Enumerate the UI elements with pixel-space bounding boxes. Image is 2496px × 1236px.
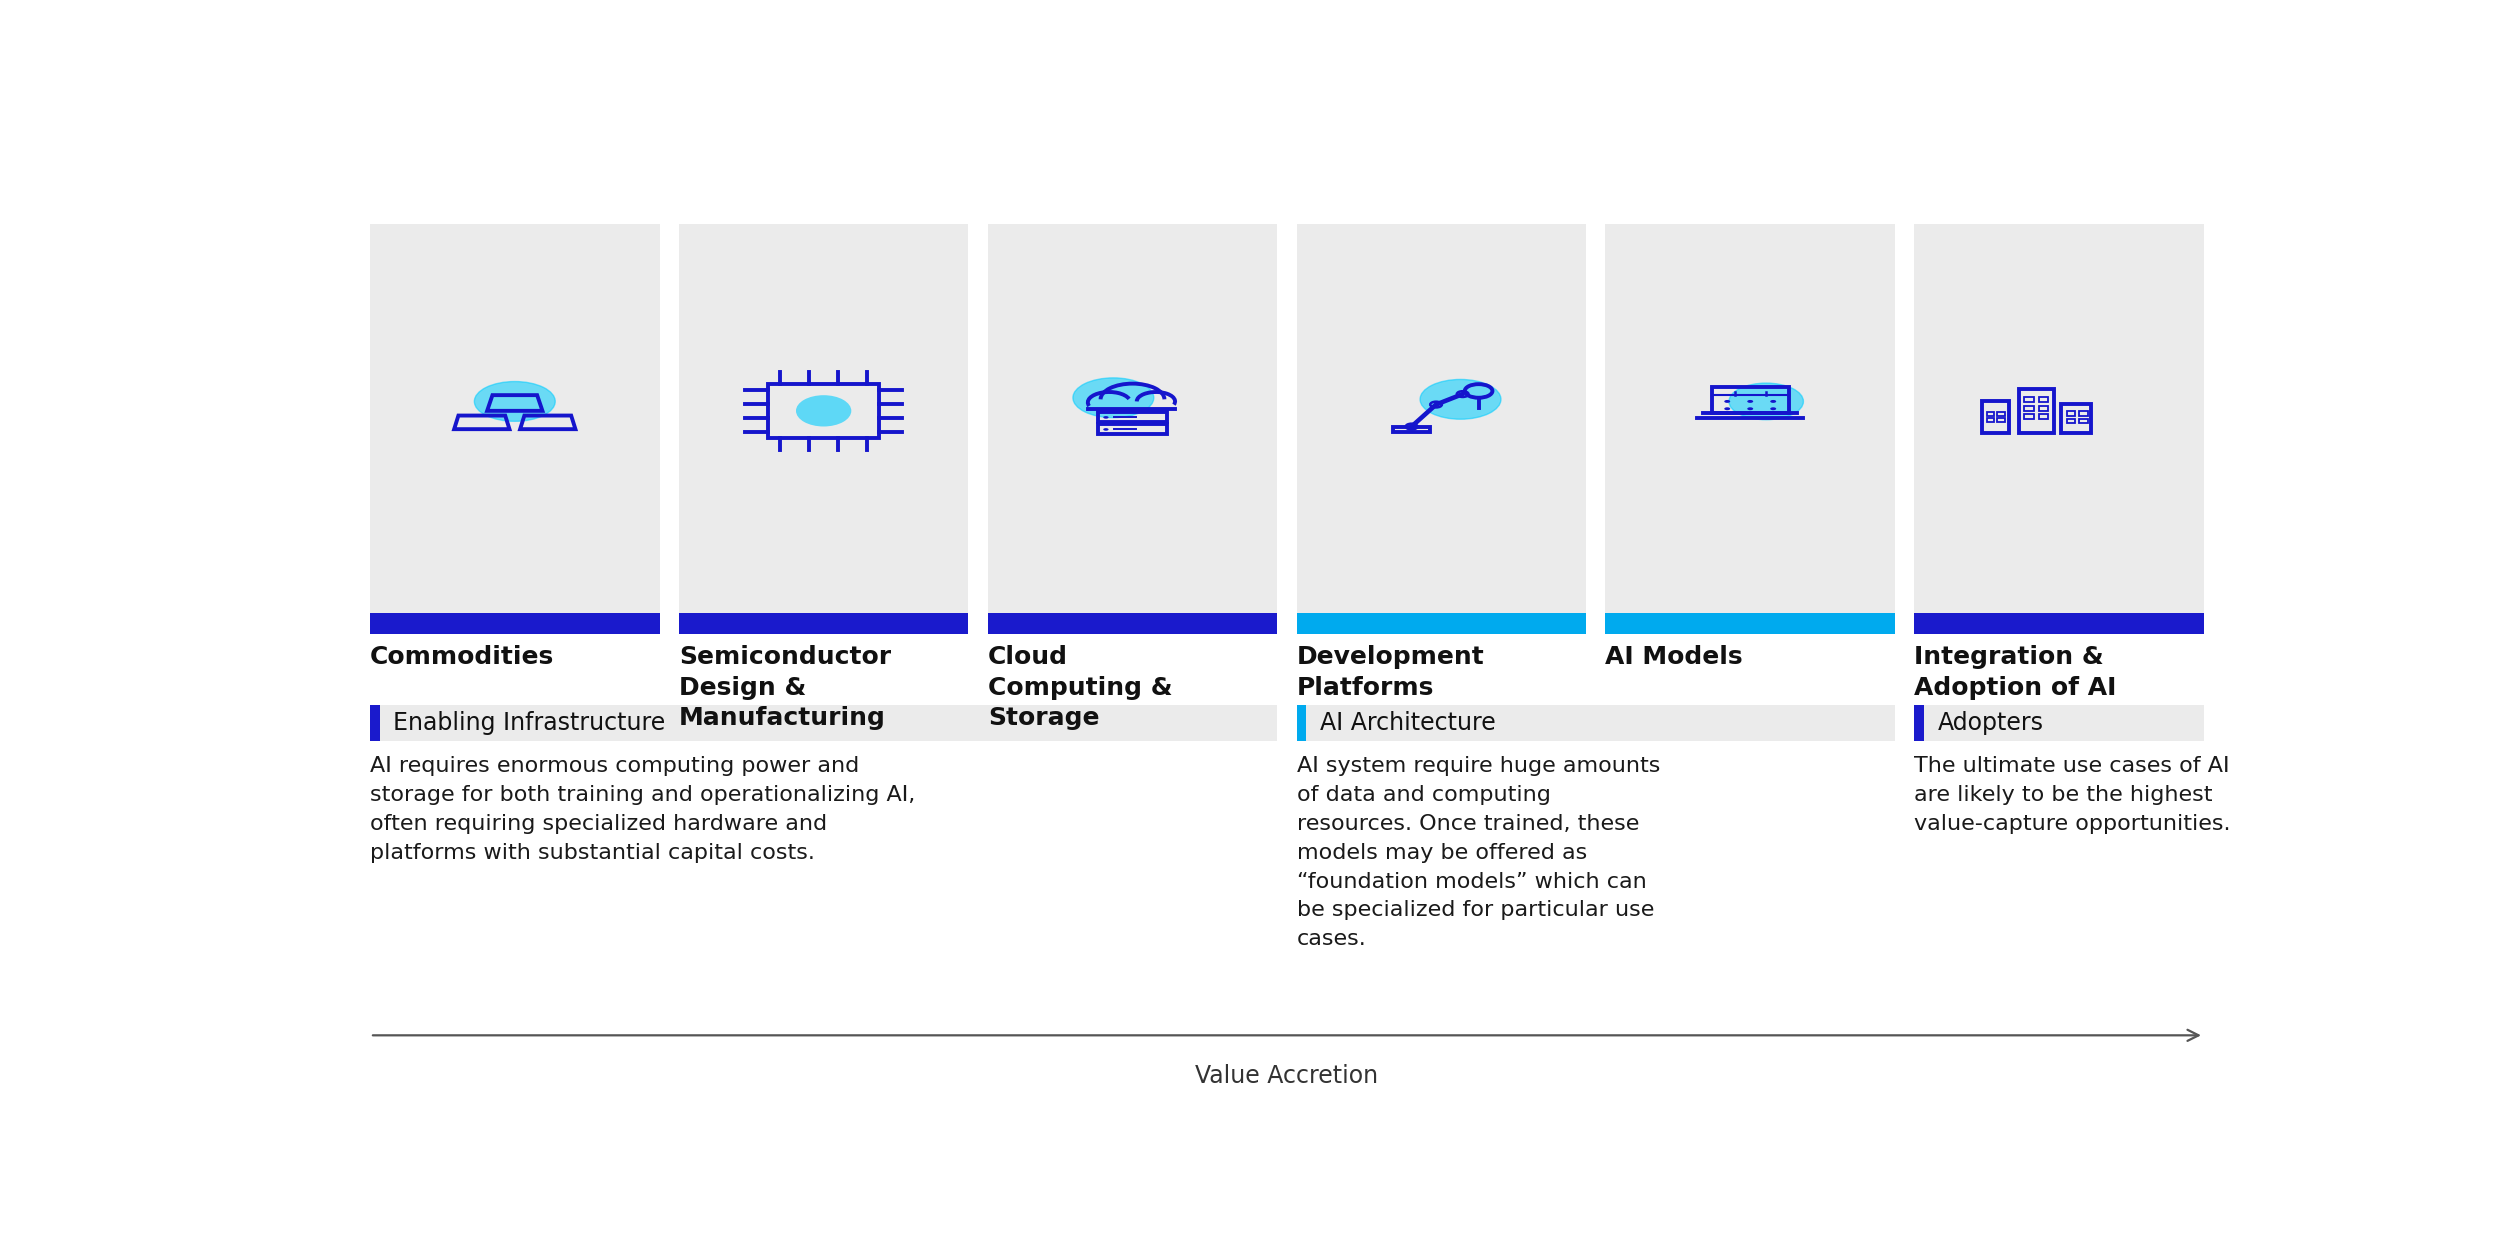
Bar — [1914, 705, 1924, 742]
Bar — [2019, 389, 2054, 433]
Bar — [1393, 426, 1430, 431]
Circle shape — [474, 382, 554, 421]
Text: The ultimate use cases of AI
are likely to be the highest
value-capture opportun: The ultimate use cases of AI are likely … — [1914, 756, 2231, 834]
Bar — [1295, 705, 1305, 742]
Circle shape — [1103, 417, 1108, 419]
Bar — [1987, 412, 1994, 417]
Bar — [2024, 414, 2034, 419]
Ellipse shape — [796, 396, 851, 426]
Bar — [1914, 705, 2204, 742]
Text: Development
Platforms: Development Platforms — [1295, 645, 1485, 700]
Text: Enabling Infrastructure: Enabling Infrastructure — [394, 711, 666, 735]
Circle shape — [1420, 379, 1500, 419]
Bar — [1914, 613, 2204, 634]
Bar — [2024, 397, 2034, 403]
Bar — [1295, 705, 1894, 742]
Circle shape — [1725, 408, 1730, 410]
Text: AI Models: AI Models — [1605, 645, 1742, 669]
Bar — [369, 613, 659, 634]
Text: Adopters: Adopters — [1937, 711, 2044, 735]
Bar — [2039, 397, 2049, 403]
Bar — [369, 705, 379, 742]
Text: AI system require huge amounts
of data and computing
resources. Once trained, th: AI system require huge amounts of data a… — [1295, 756, 1660, 949]
Bar — [1987, 418, 1994, 423]
Bar — [2067, 419, 2074, 424]
Text: AI requires enormous computing power and
storage for both training and operation: AI requires enormous computing power and… — [369, 756, 916, 863]
Bar — [679, 613, 968, 634]
Bar — [1295, 225, 1585, 634]
Circle shape — [1770, 408, 1777, 410]
Circle shape — [1725, 400, 1730, 403]
Bar — [1982, 402, 2009, 433]
Bar — [769, 383, 879, 438]
Bar — [1098, 413, 1166, 423]
Bar — [369, 225, 659, 634]
Bar — [2039, 414, 2049, 419]
Bar — [2039, 405, 2049, 410]
Circle shape — [1073, 378, 1153, 418]
Circle shape — [1730, 383, 1805, 420]
Bar — [2079, 419, 2087, 424]
Bar — [1605, 613, 1894, 634]
Bar — [2024, 405, 2034, 410]
Bar — [1712, 387, 1790, 414]
Text: Semiconductor
Design &
Manufacturing: Semiconductor Design & Manufacturing — [679, 645, 891, 730]
Text: Value Accretion: Value Accretion — [1196, 1064, 1378, 1088]
Bar — [988, 613, 1278, 634]
Circle shape — [1770, 400, 1777, 403]
Circle shape — [1747, 408, 1752, 410]
Bar — [679, 225, 968, 634]
Bar — [1997, 412, 2004, 417]
Text: Cloud
Computing &
Storage: Cloud Computing & Storage — [988, 645, 1173, 730]
Bar — [1605, 225, 1894, 634]
Bar — [1295, 613, 1585, 634]
Circle shape — [1747, 400, 1752, 403]
Bar — [1997, 418, 2004, 423]
Bar — [988, 225, 1278, 634]
Text: AI Architecture: AI Architecture — [1320, 711, 1495, 735]
Circle shape — [1103, 428, 1108, 430]
Text: Integration &
Adoption of AI: Integration & Adoption of AI — [1914, 645, 2117, 700]
Bar — [1914, 225, 2204, 634]
Bar — [2062, 404, 2092, 433]
Text: Commodities: Commodities — [369, 645, 554, 669]
Bar — [369, 705, 1278, 742]
Bar — [2079, 412, 2087, 417]
Bar — [1098, 424, 1166, 434]
Bar — [2067, 412, 2074, 417]
